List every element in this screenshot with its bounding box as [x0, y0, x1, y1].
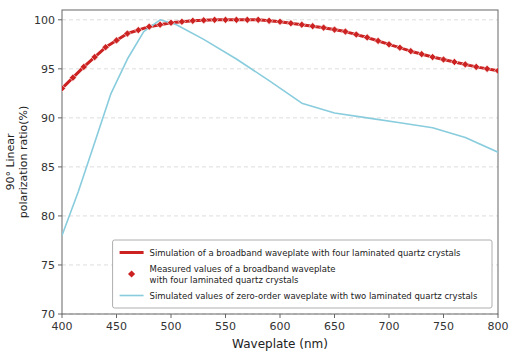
point [80, 63, 87, 70]
tick-label: 400 [52, 320, 73, 333]
label-line: polarization ratio(%) [17, 106, 30, 219]
point [385, 41, 392, 48]
point [484, 65, 491, 72]
tick [443, 314, 444, 318]
legend-swatch [120, 295, 144, 297]
tick-label: 85 [41, 161, 55, 174]
x-axis-label: Waveplate (nm) [232, 337, 328, 351]
point [62, 85, 66, 92]
tick [334, 314, 335, 318]
point [113, 37, 120, 44]
point [200, 17, 207, 24]
point [494, 67, 498, 74]
legend-label: Measured values of a broadband waveplate… [150, 264, 336, 285]
tick-label: 600 [270, 320, 291, 333]
grid-line [62, 117, 498, 118]
label-line: 90° Linear [4, 133, 17, 191]
point [178, 18, 185, 25]
point [124, 30, 131, 37]
point [331, 26, 338, 33]
tick [58, 166, 62, 167]
tick-label: 75 [41, 259, 55, 272]
point [440, 56, 447, 63]
tick [225, 314, 226, 318]
tick [58, 117, 62, 118]
point [364, 34, 371, 41]
point [320, 24, 327, 31]
point [342, 28, 349, 35]
point [462, 61, 469, 68]
plot-frame [62, 10, 498, 314]
tick-label: 500 [161, 320, 182, 333]
tick-label: 550 [215, 320, 236, 333]
legend-swatch [120, 251, 144, 254]
point [276, 18, 283, 25]
point [167, 19, 174, 26]
point [266, 17, 273, 24]
tick [58, 314, 62, 315]
point [396, 44, 403, 51]
tick [58, 68, 62, 69]
point [473, 63, 480, 70]
point [255, 16, 262, 23]
tick [389, 314, 390, 318]
grid-line [62, 68, 498, 69]
point [91, 53, 98, 60]
point [429, 53, 436, 60]
tick-label: 650 [324, 320, 345, 333]
label-line: Measured values of a broadband waveplate [150, 264, 336, 274]
tick-label: 800 [488, 320, 509, 333]
tick-label: 90 [41, 112, 55, 125]
point [309, 23, 316, 30]
tick-label: 750 [433, 320, 454, 333]
tick-label: 95 [41, 63, 55, 76]
point [211, 16, 218, 23]
point [135, 27, 142, 34]
tick [116, 314, 117, 318]
point [244, 16, 251, 23]
label-line: with four laminated quartz crystals [150, 275, 299, 285]
line [62, 20, 498, 236]
y-axis-label: 90° Linearpolarization ratio(%) [4, 106, 30, 219]
point [418, 51, 425, 58]
tick [171, 314, 172, 318]
point [451, 58, 458, 65]
label-line: Simulation of a broadband waveplate with… [150, 248, 462, 258]
point [146, 23, 153, 30]
line [62, 20, 498, 89]
tick-label: 450 [106, 320, 127, 333]
legend: Simulation of a broadband waveplate with… [113, 240, 492, 308]
point [102, 44, 109, 51]
point [287, 20, 294, 27]
point [189, 17, 196, 24]
tick [498, 314, 499, 318]
point [157, 21, 164, 28]
legend-box [113, 240, 492, 308]
plot-area [62, 16, 498, 235]
legend-swatch [128, 270, 135, 277]
tick [58, 19, 62, 20]
chart: 7075808590951004004505005506006507007508… [0, 0, 512, 354]
tick [58, 215, 62, 216]
tick [280, 314, 281, 318]
point [298, 21, 305, 28]
point [233, 16, 240, 23]
tick-label: 100 [34, 14, 55, 27]
grid-line [62, 215, 498, 216]
label-line: Simulated values of zero-order waveplate… [150, 291, 478, 301]
point [353, 31, 360, 38]
tick-label: 80 [41, 210, 55, 223]
tick [62, 314, 63, 318]
tick [58, 264, 62, 265]
tick-label: 700 [379, 320, 400, 333]
point [222, 16, 229, 23]
point [407, 48, 414, 55]
legend-label: Simulated values of zero-order waveplate… [150, 291, 478, 301]
point [375, 37, 382, 44]
legend-label: Simulation of a broadband waveplate with… [150, 248, 462, 258]
point [69, 74, 76, 81]
grid-line [62, 166, 498, 167]
